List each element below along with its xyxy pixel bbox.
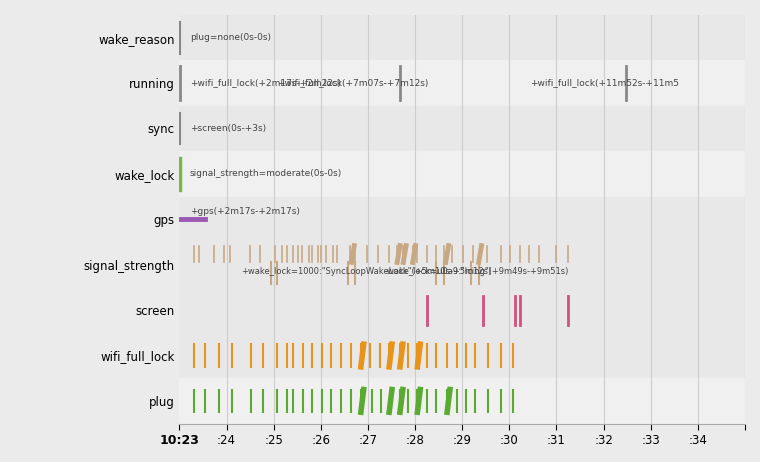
Bar [179, 106, 745, 151]
Bar [179, 151, 745, 197]
Bar [179, 378, 745, 424]
Text: +wifi_full_lock(+11m52s-+11m5: +wifi_full_lock(+11m52s-+11m5 [530, 79, 679, 88]
Text: +wifi_full_lock(+7m07s-+7m12s): +wifi_full_lock(+7m07s-+7m12s) [277, 79, 429, 88]
Text: signal_strength=moderate(0s-0s): signal_strength=moderate(0s-0s) [190, 170, 342, 178]
Bar [179, 333, 745, 378]
Text: +screen(0s-+3s): +screen(0s-+3s) [190, 124, 266, 133]
Bar [179, 15, 745, 61]
Text: -wake_lock=u0a9:"Icing"(+9m49s-+9m51s): -wake_lock=u0a9:"Icing"(+9m49s-+9m51s) [385, 267, 568, 276]
Bar [179, 242, 745, 287]
Bar [179, 61, 745, 106]
Text: plug=none(0s-0s): plug=none(0s-0s) [190, 33, 271, 42]
Text: +wifi_full_lock(+2m17s-+2m22s): +wifi_full_lock(+2m17s-+2m22s) [190, 79, 340, 88]
Text: +wake_lock=1000:"SyncLoopWakeLock"(+5m10s-+5m12s): +wake_lock=1000:"SyncLoopWakeLock"(+5m10… [241, 267, 491, 276]
Bar [179, 287, 745, 333]
Bar [179, 197, 745, 242]
Text: +gps(+2m17s-+2m17s): +gps(+2m17s-+2m17s) [190, 207, 299, 216]
